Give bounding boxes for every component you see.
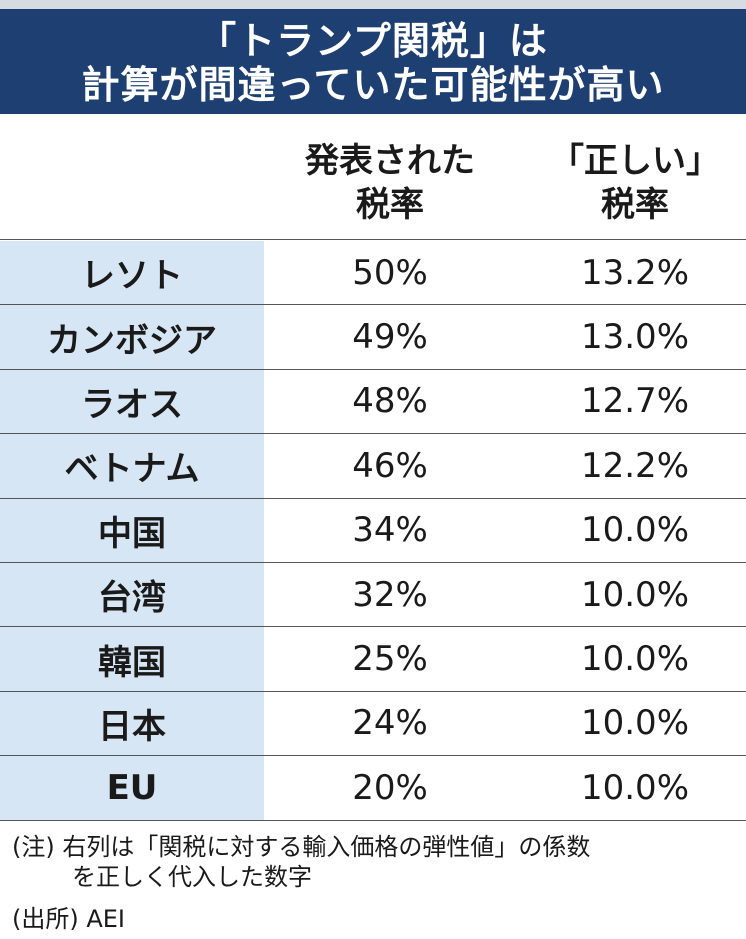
country-cell: カンボジア (0, 305, 264, 369)
announced-rate-cell: 34% (352, 510, 428, 551)
announced-rate-cell: 25% (352, 639, 428, 680)
table-row: 日本 24% 10.0% (0, 691, 746, 757)
country-cell: ベトナム (0, 434, 264, 498)
announced-rate-cell: 24% (352, 703, 428, 744)
table-body: レソト 50% 13.2% カンボジア 49% 13.0% ラオス 48% 12… (0, 241, 746, 821)
country-cell: EU (0, 756, 264, 820)
note-text: (注) 右列は「関税に対する輸入価格の弾性値」の係数 を正しく代入した数字 (0, 832, 746, 892)
announced-rate-header: 発表された 税率 (280, 139, 500, 227)
table-row: レソト 50% 13.2% (0, 241, 746, 306)
table-row: カンボジア 49% 13.0% (0, 305, 746, 370)
announced-rate-cell: 32% (352, 574, 428, 615)
announced-rate-cell: 48% (352, 381, 428, 422)
correct-rate-cell: 13.0% (580, 317, 689, 358)
correct-rate-cell: 10.0% (580, 510, 689, 551)
column-headers: 発表された 税率 「正しい」 税率 (0, 114, 746, 240)
top-strip (0, 0, 746, 9)
table-row: 台湾 32% 10.0% (0, 562, 746, 628)
country-cell: 韓国 (0, 627, 264, 691)
announced-rate-cell: 50% (352, 252, 428, 293)
table-row: 韓国 25% 10.0% (0, 627, 746, 692)
correct-rate-cell: 13.2% (580, 252, 689, 293)
correct-rate-header: 「正しい」 税率 (525, 139, 745, 227)
correct-rate-cell: 12.2% (580, 445, 689, 486)
correct-rate-cell: 10.0% (580, 767, 689, 808)
note-line-2: を正しく代入した数字 (72, 863, 312, 891)
source-text: (出所) AEI (12, 905, 126, 933)
announced-rate-cell: 49% (352, 317, 428, 358)
title-line-2: 計算が間違っていた可能性が高い (81, 63, 665, 107)
note-line-1: (注) 右列は「関税に対する輸入価格の弾性値」の係数 (12, 833, 591, 861)
correct-rate-cell: 10.0% (580, 639, 689, 680)
correct-rate-cell: 12.7% (580, 381, 689, 422)
country-cell: 台湾 (0, 562, 264, 627)
title-line-1: 「トランプ関税」は (198, 19, 548, 63)
announced-header-line-1: 発表された (305, 141, 475, 181)
country-cell: 日本 (0, 691, 264, 756)
country-cell: レソト (0, 241, 264, 305)
table-row: 中国 34% 10.0% (0, 498, 746, 563)
correct-rate-cell: 10.0% (580, 703, 689, 744)
country-cell: ラオス (0, 369, 264, 434)
correct-rate-cell: 10.0% (580, 574, 689, 615)
table-row: ベトナム 46% 12.2% (0, 434, 746, 499)
table-row: EU 20% 10.0% (0, 756, 746, 821)
correct-header-line-1: 「正しい」 (550, 141, 720, 181)
title-banner: 「トランプ関税」は 計算が間違っていた可能性が高い (0, 9, 746, 114)
correct-header-line-2: 税率 (601, 185, 669, 225)
country-cell: 中国 (0, 498, 264, 562)
footnotes: (注) 右列は「関税に対する輸入価格の弾性値」の係数 を正しく代入した数字 (出… (0, 832, 746, 934)
announced-header-line-2: 税率 (356, 185, 424, 225)
table-row: ラオス 48% 12.7% (0, 369, 746, 435)
announced-rate-cell: 20% (352, 767, 428, 808)
announced-rate-cell: 46% (352, 445, 428, 486)
